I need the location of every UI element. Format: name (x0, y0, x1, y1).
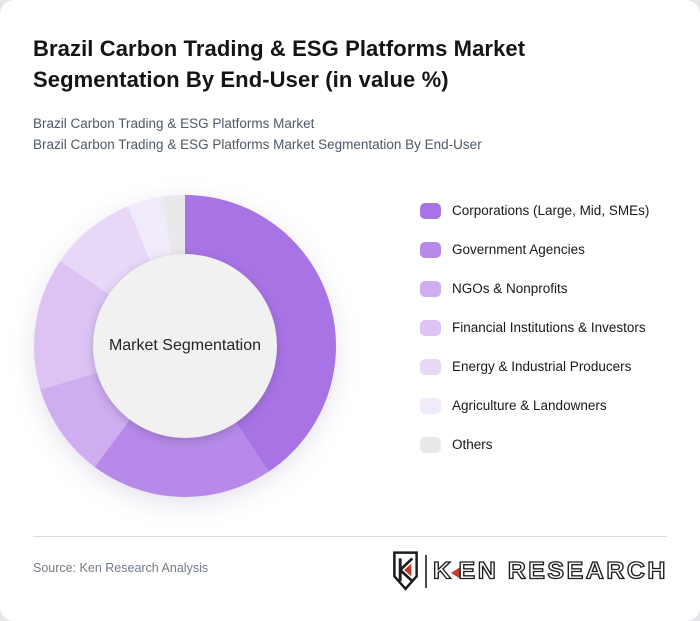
ken-shield-emblem-icon (393, 551, 418, 591)
legend-label: Government Agencies (452, 242, 585, 257)
legend-swatch-icon (420, 281, 441, 297)
legend-swatch-icon (420, 437, 441, 453)
legend-swatch-icon (420, 242, 441, 258)
legend-label: Energy & Industrial Producers (452, 359, 632, 374)
donut-chart: Market Segmentation (34, 195, 336, 497)
ken-research-logo: K EN RESEARCH (391, 551, 668, 591)
footer-divider (33, 536, 667, 537)
legend-item-others: Others (420, 435, 675, 455)
legend-item-government-agencies: Government Agencies (420, 240, 675, 260)
legend-label: Others (452, 437, 493, 452)
legend-label: Financial Institutions & Investors (452, 320, 646, 335)
legend-item-energy-industrial: Energy & Industrial Producers (420, 357, 675, 377)
logo-letter-k: K (432, 557, 454, 585)
chart-legend: Corporations (Large, Mid, SMEs) Governme… (420, 201, 675, 474)
legend-item-financial-institutions: Financial Institutions & Investors (420, 318, 675, 338)
donut-center-label: Market Segmentation (108, 337, 262, 354)
subtitle-segmentation: Brazil Carbon Trading & ESG Platforms Ma… (33, 137, 482, 152)
legend-swatch-icon (420, 320, 441, 336)
logo-separator (424, 554, 427, 588)
logo-wordmark: K EN RESEARCH (432, 557, 668, 585)
logo-rest-text: EN RESEARCH (458, 557, 668, 585)
legend-label: Corporations (Large, Mid, SMEs) (452, 203, 650, 218)
page-title: Brazil Carbon Trading & ESG Platforms Ma… (33, 36, 526, 92)
source-note: Source: Ken Research Analysis (33, 561, 209, 575)
legend-swatch-icon (420, 359, 441, 375)
legend-label: NGOs & Nonprofits (452, 281, 568, 296)
legend-swatch-icon (420, 398, 441, 414)
legend-swatch-icon (420, 203, 441, 219)
legend-item-agriculture-landowners: Agriculture & Landowners (420, 396, 675, 416)
donut-hole: Market Segmentation (93, 254, 277, 438)
subtitle-market: Brazil Carbon Trading & ESG Platforms Ma… (33, 116, 315, 131)
legend-item-ngos-nonprofits: NGOs & Nonprofits (420, 279, 675, 299)
legend-label: Agriculture & Landowners (452, 398, 607, 413)
legend-item-corporations: Corporations (Large, Mid, SMEs) (420, 201, 675, 221)
logo-red-triangle-icon (450, 566, 460, 578)
